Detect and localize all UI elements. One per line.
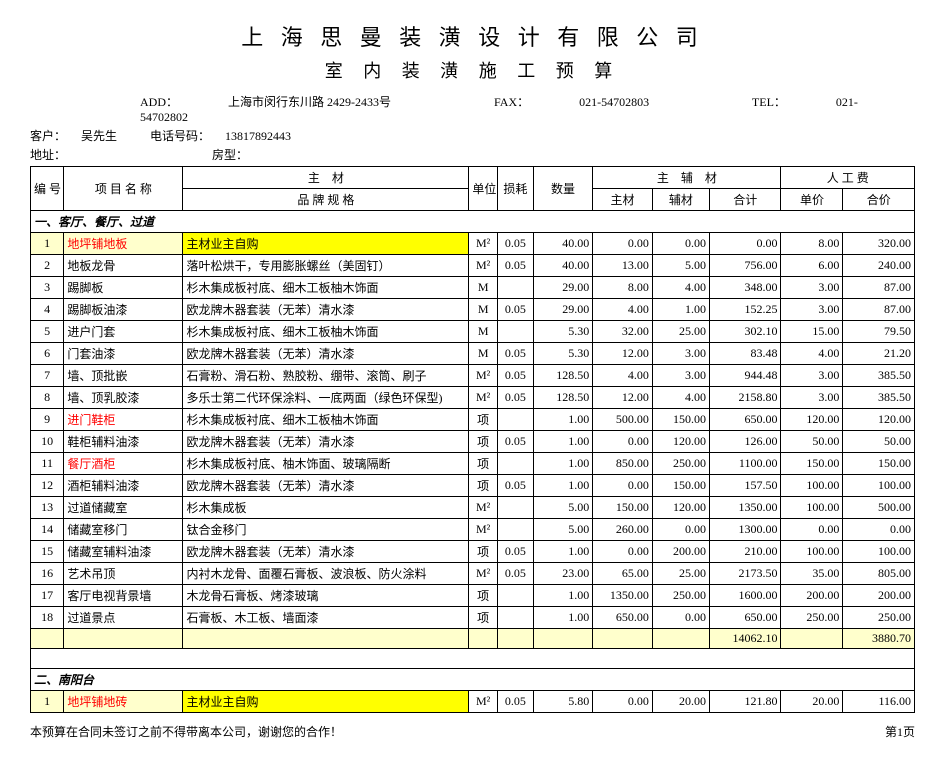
table-row: 13过道储藏室杉木集成板M²5.00150.00120.001350.00100…: [31, 497, 915, 519]
table-row: 5进户门套杉木集成板衬底、细木工板柚木饰面M5.3032.0025.00302.…: [31, 321, 915, 343]
table-row: 14储藏室移门钛合金移门M²5.00260.000.001300.000.000…: [31, 519, 915, 541]
th-unit: 单位: [469, 167, 498, 211]
section-header: 二、南阳台: [31, 669, 915, 691]
table-row: 10鞋柜辅料油漆欧龙牌木器套装（无苯）清水漆项0.051.000.00120.0…: [31, 431, 915, 453]
subtotal-row: 14062.103880.70: [31, 629, 915, 649]
footer-note: 本预算在合同未签订之前不得带离本公司，谢谢您的合作！: [30, 725, 342, 739]
th-labor-group: 人 工 费: [781, 167, 915, 189]
customer-line: 客户：吴先生 电话号码：13817892443: [30, 127, 915, 144]
table-row: 6门套油漆欧龙牌木器套装（无苯）清水漆M0.055.3012.003.0083.…: [31, 343, 915, 365]
table-row: 4踢脚板油漆欧龙牌木器套装（无苯）清水漆M0.0529.004.001.0015…: [31, 299, 915, 321]
th-main: 主材: [593, 189, 653, 211]
th-ltotal: 合价: [843, 189, 915, 211]
table-row: 7墙、顶批嵌石膏粉、滑石粉、熟胶粉、绷带、滚筒、刷子M²0.05128.504.…: [31, 365, 915, 387]
table-row: 16艺术吊顶内衬木龙骨、面覆石膏板、波浪板、防火涂料M²0.0523.0065.…: [31, 563, 915, 585]
th-name: 项 目 名 称: [64, 167, 183, 211]
table-row: 18过道景点石膏板、木工板、墙面漆项1.00650.000.00650.0025…: [31, 607, 915, 629]
th-spec-bot: 品 牌 规 格: [183, 189, 469, 211]
table-row: 1地坪铺地板主材业主自购M²0.0540.000.000.000.008.003…: [31, 233, 915, 255]
th-no: 编 号: [31, 167, 64, 211]
table-row: 2地板龙骨落叶松烘干，专用膨胀螺丝（美固钉）M²0.0540.0013.005.…: [31, 255, 915, 277]
th-aux: 辅材: [652, 189, 709, 211]
table-row: 9进门鞋柜杉木集成板衬底、细木工板柚木饰面项1.00500.00150.0065…: [31, 409, 915, 431]
company-title: 上 海 思 曼 装 潢 设 计 有 限 公 司: [30, 20, 915, 52]
table-row: 3踢脚板杉木集成板衬底、细木工板柚木饰面M29.008.004.00348.00…: [31, 277, 915, 299]
contact-line: ADD：上海市闵行东川路 2429-2433号 FAX：021-54702803…: [30, 93, 915, 125]
table-row: 8墙、顶乳胶漆多乐士第二代环保涂料、一底两面（绿色环保型)M²0.05128.5…: [31, 387, 915, 409]
table-row: 1地坪铺地砖主材业主自购M²0.055.800.0020.00121.8020.…: [31, 691, 915, 713]
th-mat-group: 主 辅 材: [593, 167, 781, 189]
table-row: 12酒柜辅料油漆欧龙牌木器套装（无苯）清水漆项0.051.000.00150.0…: [31, 475, 915, 497]
footer: 本预算在合同未签订之前不得带离本公司，谢谢您的合作！ 第1页: [30, 723, 915, 740]
th-total: 合计: [709, 189, 781, 211]
budget-table: 编 号 项 目 名 称 主 材 单位 损耗 数量 主 辅 材 人 工 费 品 牌…: [30, 166, 915, 713]
section-header: 一、客厅、餐厅、过道: [31, 211, 915, 233]
doc-subtitle: 室 内 装 潢 施 工 预 算: [30, 57, 915, 83]
th-lprice: 单价: [781, 189, 843, 211]
address-line: 地址： 房型：: [30, 146, 915, 163]
th-qty: 数量: [533, 167, 593, 211]
table-row: 17客厅电视背景墙木龙骨石膏板、烤漆玻璃项1.001350.00250.0016…: [31, 585, 915, 607]
page-number: 第1页: [885, 723, 915, 740]
table-row: 11餐厅酒柜杉木集成板衬底、柚木饰面、玻璃隔断项1.00850.00250.00…: [31, 453, 915, 475]
th-spec-top: 主 材: [183, 167, 469, 189]
th-loss: 损耗: [497, 167, 533, 211]
table-row: 15储藏室辅料油漆欧龙牌木器套装（无苯）清水漆项0.051.000.00200.…: [31, 541, 915, 563]
